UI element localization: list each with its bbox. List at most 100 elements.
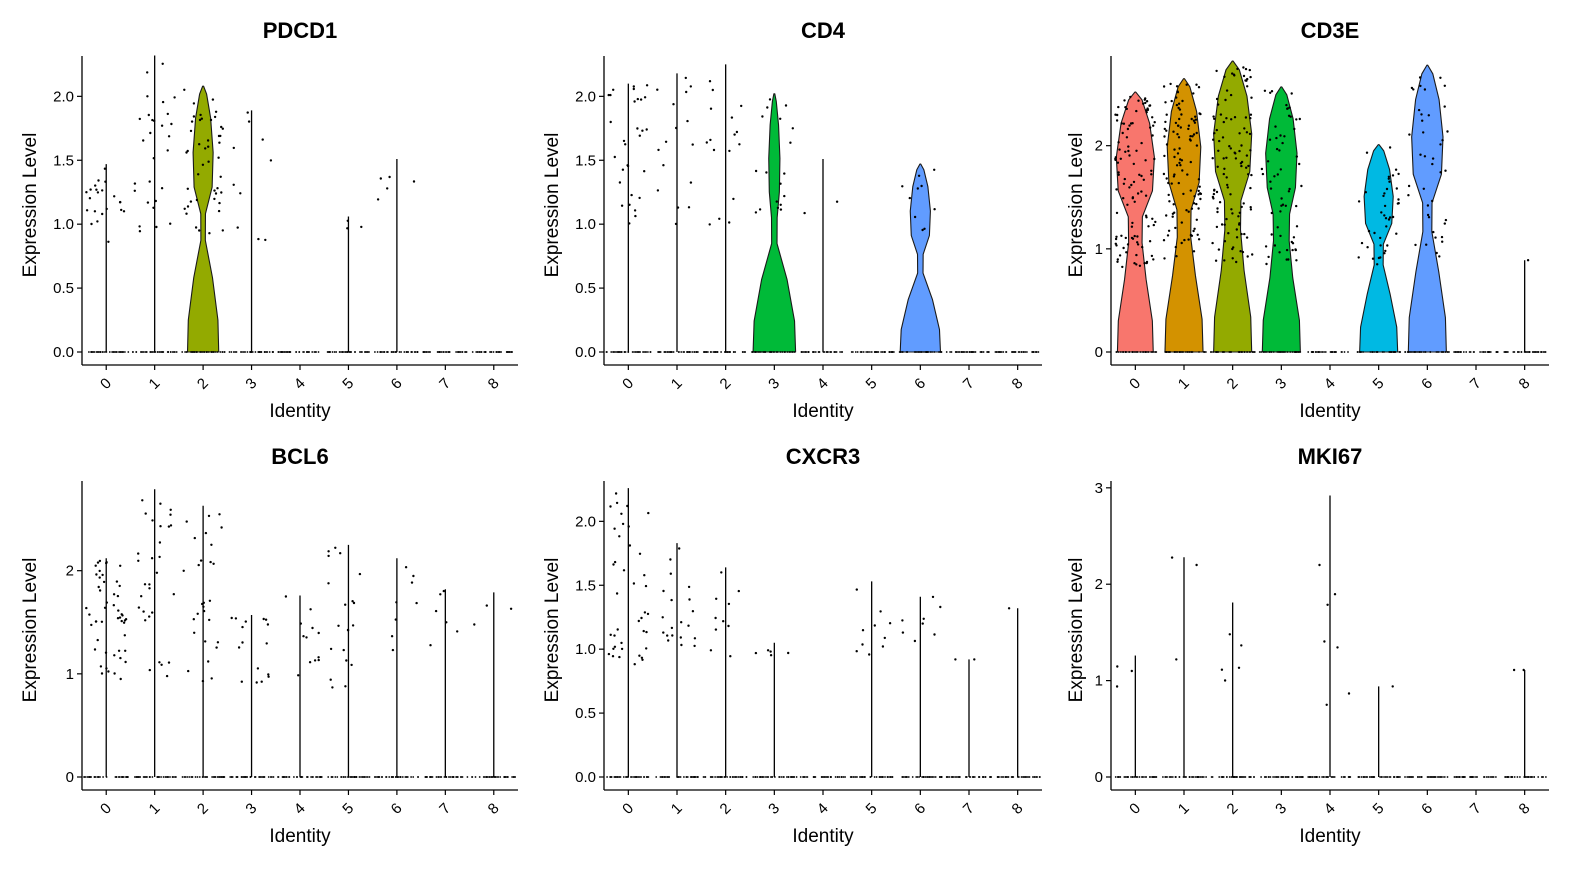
expression-point (98, 559, 102, 563)
zero-point (1415, 351, 1417, 353)
expression-point (618, 535, 621, 538)
x-tick-label: 5 (863, 800, 881, 818)
expression-point (215, 646, 218, 649)
expression-point (1136, 192, 1140, 195)
zero-point (829, 776, 832, 778)
expression-point (182, 569, 185, 572)
expression-point (1181, 169, 1184, 172)
zero-point (1119, 351, 1122, 353)
zero-point (121, 351, 124, 353)
expression-point (221, 229, 224, 232)
expression-point (1145, 109, 1148, 112)
zero-point (987, 351, 990, 353)
expression-point (105, 601, 109, 604)
zero-point (95, 351, 98, 353)
expression-point (1192, 119, 1196, 122)
zero-point (1174, 776, 1177, 778)
expression-point (1197, 238, 1201, 241)
expression-point (1115, 244, 1118, 247)
zero-point (175, 351, 178, 353)
expression-point (1247, 164, 1250, 168)
expression-point (346, 629, 350, 632)
zero-point (1017, 351, 1020, 353)
expression-point (1145, 100, 1149, 103)
zero-point (169, 776, 171, 778)
zero-point (965, 351, 968, 353)
zero-point (1260, 776, 1262, 778)
expression-point (207, 160, 210, 163)
zero-point (1370, 776, 1372, 778)
zero-point (279, 351, 281, 353)
expression-point (85, 209, 89, 212)
expression-point (783, 172, 786, 175)
zero-point (1362, 776, 1365, 778)
expression-point (1165, 177, 1168, 180)
expression-point (669, 558, 672, 561)
zero-point (696, 351, 698, 353)
zero-point (913, 351, 916, 353)
zero-point (249, 351, 251, 353)
expression-point (1116, 258, 1120, 261)
x-tick-label: 1 (1175, 800, 1193, 818)
expression-point (901, 619, 904, 622)
expression-point (442, 589, 445, 593)
zero-point (216, 351, 219, 353)
expression-point (107, 240, 110, 243)
zero-point (230, 351, 233, 353)
expression-point (169, 513, 172, 516)
zero-point (222, 776, 225, 778)
zero-point (466, 776, 469, 778)
expression-point (923, 227, 926, 230)
zero-point (1408, 776, 1411, 778)
expression-point (1193, 195, 1196, 198)
zero-point (1495, 776, 1497, 778)
x-tick-label: 6 (911, 800, 929, 818)
expression-point (1388, 216, 1392, 219)
zero-point (1533, 351, 1536, 353)
x-axis-title: Identity (1299, 401, 1361, 422)
expression-point (1124, 106, 1127, 109)
zero-point (1503, 351, 1506, 353)
zero-point (167, 351, 170, 353)
zero-point (876, 351, 878, 353)
expression-point (620, 647, 624, 651)
zero-point (235, 351, 238, 353)
expression-point (1384, 249, 1387, 253)
x-tick-label: 8 (1009, 375, 1027, 393)
expression-point (1238, 149, 1241, 153)
expression-point (626, 504, 629, 508)
x-tick-label: 6 (911, 375, 929, 393)
zero-point (1131, 351, 1134, 353)
zero-point (84, 776, 87, 778)
x-tick-label: 2 (194, 800, 212, 818)
zero-point (456, 776, 459, 778)
zero-point (374, 351, 376, 353)
expression-point (1382, 194, 1385, 198)
expression-point (112, 593, 116, 596)
expression-point (329, 678, 332, 681)
expression-point (1249, 186, 1252, 190)
zero-point (877, 351, 880, 353)
expression-point (1152, 124, 1155, 127)
zero-point (1188, 776, 1191, 778)
expression-point (96, 191, 100, 194)
expression-point (216, 641, 220, 644)
zero-point (647, 776, 650, 778)
zero-point (1485, 776, 1488, 778)
expression-point (1177, 136, 1181, 139)
zero-point (1542, 351, 1545, 353)
y-tick-label: 1 (1095, 673, 1103, 690)
expression-point (1125, 251, 1128, 254)
expression-point (218, 201, 221, 205)
zero-point (1321, 776, 1323, 778)
zero-point (1125, 351, 1127, 353)
expression-point (1326, 603, 1329, 606)
zero-point (1005, 351, 1007, 353)
expression-point (95, 573, 98, 576)
zero-point (200, 351, 203, 353)
expression-point (737, 589, 740, 593)
expression-point (198, 229, 201, 232)
expression-point (718, 217, 721, 220)
expression-point (1215, 190, 1219, 194)
zero-point (365, 776, 367, 778)
